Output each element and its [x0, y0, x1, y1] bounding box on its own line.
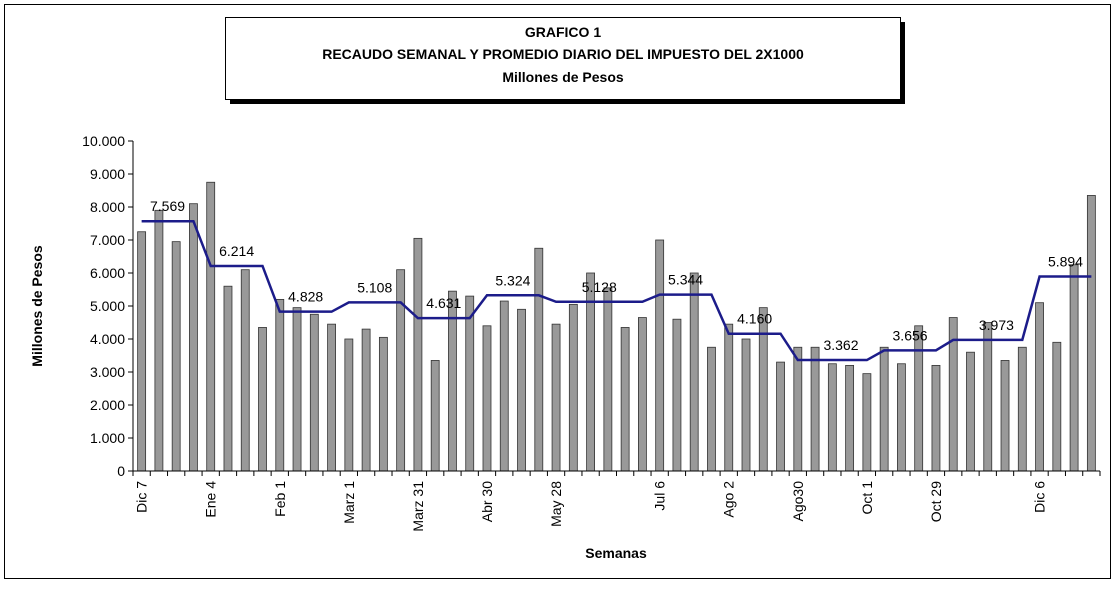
bar [862, 373, 872, 472]
value-label: 5.324 [495, 272, 530, 288]
bar [327, 323, 336, 472]
x-tick-label: Oct 1 [859, 481, 875, 515]
bar [482, 325, 492, 472]
bar [793, 346, 803, 472]
bar [1017, 346, 1027, 472]
value-label: 5.108 [357, 279, 392, 295]
bar [137, 231, 147, 472]
bar [361, 328, 371, 472]
y-tick-label: 1.000 [90, 430, 125, 446]
x-tick-label: Ago 2 [721, 481, 737, 518]
bar [620, 327, 630, 472]
bar [931, 364, 941, 472]
y-tick-label: 4.000 [90, 331, 125, 347]
bar [966, 351, 975, 472]
bar [396, 269, 406, 472]
chart-subtitle: RECAUDO SEMANAL Y PROMEDIO DIARIO DEL IM… [322, 46, 804, 62]
bar [741, 338, 751, 472]
y-tick-label: 7.000 [90, 232, 125, 248]
bar [1035, 302, 1044, 472]
bar [1069, 264, 1079, 472]
x-axis-title: Semanas [585, 545, 647, 561]
chart-units: Millones de Pesos [502, 69, 624, 85]
bar [309, 313, 319, 472]
x-tick-label: Abr 30 [479, 481, 495, 522]
bar [638, 317, 647, 472]
bar [206, 181, 216, 472]
bar [413, 237, 423, 472]
bar [275, 298, 285, 472]
bar [776, 361, 785, 472]
bar [724, 323, 734, 472]
bar [344, 338, 354, 472]
x-tick-label: Jul 6 [652, 481, 668, 511]
value-label: 5.894 [1048, 253, 1083, 269]
value-label: 3.362 [823, 337, 858, 353]
bar [465, 295, 475, 472]
value-label: 5.344 [668, 272, 703, 288]
y-tick-label: 0 [117, 463, 125, 479]
x-tick-label: Marz 1 [341, 481, 357, 524]
value-label: 6.214 [219, 243, 254, 259]
y-tick-label: 5.000 [90, 298, 125, 314]
bar [258, 327, 267, 472]
bar [430, 360, 440, 472]
bar [551, 323, 561, 472]
bar [879, 346, 889, 472]
bar [154, 209, 164, 472]
bar [1052, 341, 1062, 472]
bar [223, 285, 233, 472]
y-tick-label: 8.000 [90, 199, 125, 215]
bar [689, 272, 699, 472]
bar [897, 363, 906, 472]
bar [810, 346, 820, 472]
bar [707, 346, 716, 472]
value-label: 4.160 [737, 311, 772, 327]
bar [189, 203, 198, 472]
step-line [141, 219, 1092, 362]
bar [240, 269, 250, 472]
bar [845, 364, 855, 472]
y-tick-label: 10.000 [82, 133, 125, 149]
bar [827, 363, 837, 472]
bar [758, 307, 768, 472]
value-label: 3.973 [979, 317, 1014, 333]
value-label: 5.128 [582, 279, 617, 295]
bar [499, 300, 509, 472]
x-tick-label: Marz 31 [410, 481, 426, 532]
x-tick-label: Dic 6 [1032, 481, 1048, 513]
bar [1000, 360, 1010, 472]
y-tick-label: 6.000 [90, 265, 125, 281]
bar [517, 308, 526, 472]
x-tick-label: Feb 1 [272, 481, 288, 517]
value-label: 4.828 [288, 289, 323, 305]
y-tick-label: 3.000 [90, 364, 125, 380]
title-box [225, 17, 901, 100]
bar [292, 307, 302, 472]
bar [655, 239, 665, 472]
y-tick-label: 2.000 [90, 397, 125, 413]
bar [914, 325, 924, 472]
bar [603, 287, 613, 472]
bar [171, 241, 181, 472]
x-tick-label: Ago30 [790, 481, 806, 522]
x-tick-label: May 28 [548, 481, 564, 527]
bar [534, 247, 544, 472]
x-tick-label: Dic 7 [134, 481, 150, 513]
bar [1086, 195, 1096, 472]
x-tick-label: Ene 4 [203, 481, 219, 518]
bar [568, 303, 578, 472]
value-label: 3.656 [893, 327, 928, 343]
bar [983, 322, 993, 472]
value-label: 4.631 [426, 295, 461, 311]
x-tick-label: Oct 29 [928, 481, 944, 522]
bar [672, 318, 682, 472]
y-tick-label: 9.000 [90, 166, 125, 182]
chart-title: GRAFICO 1 [525, 24, 601, 40]
bar [378, 336, 388, 472]
y-axis-title: Millones de Pesos [29, 245, 45, 367]
value-label: 7.569 [150, 198, 185, 214]
